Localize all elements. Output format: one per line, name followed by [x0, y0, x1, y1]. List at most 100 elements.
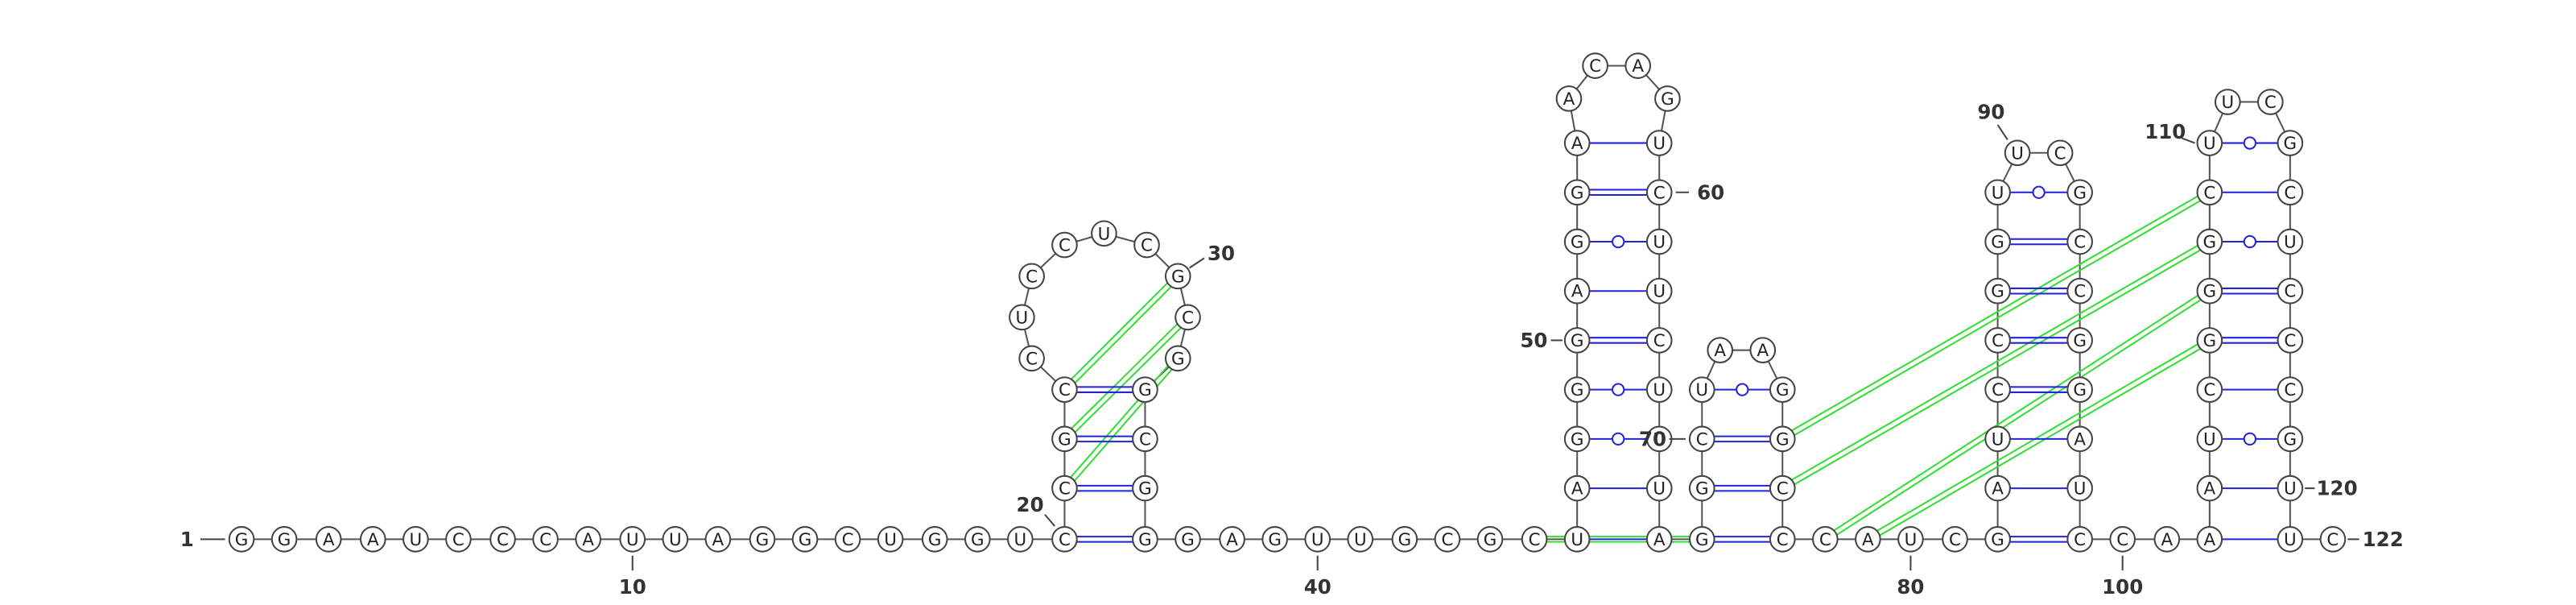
nucleotide	[1391, 526, 1418, 553]
nucleotide-letter: C	[1059, 236, 1071, 256]
nucleotide	[704, 526, 732, 553]
nucleotide-letter: G	[1661, 89, 1674, 110]
nucleotide-letter: A	[712, 530, 724, 550]
nucleotide	[1347, 526, 1374, 553]
nucleotide	[2319, 526, 2347, 553]
nucleotide-letter: C	[1653, 331, 1666, 351]
nucleotide-letter: C	[1653, 183, 1666, 203]
nucleotide	[2196, 526, 2223, 553]
nucleotide	[1645, 228, 1673, 255]
nucleotide-letter: U	[1014, 530, 1027, 550]
nucleotide-letter: G	[1776, 380, 1790, 400]
nucleotide	[2277, 327, 2304, 354]
nucleotide	[1645, 277, 1673, 305]
position-label: 50	[1520, 329, 1547, 352]
nucleotide	[1984, 228, 2011, 255]
nucleotide	[834, 526, 861, 553]
nucleotide-letter: C	[1139, 429, 1151, 450]
nucleotide	[877, 526, 904, 553]
nucleotide-letter: A	[1226, 530, 1238, 550]
pseudoknot-line	[1826, 292, 2212, 542]
nucleotide	[2277, 376, 2304, 403]
nucleotide-letter: A	[2204, 479, 2216, 499]
nucleotide-letter: A	[323, 530, 335, 550]
nucleotide	[1051, 526, 1078, 553]
nucleotide-letter: G	[2284, 429, 2297, 450]
nucleotide-letter: A	[367, 530, 379, 550]
nucleotide	[1563, 327, 1591, 354]
nucleotide-letter: U	[1653, 134, 1666, 154]
nucleotide	[270, 526, 298, 553]
nucleotide	[1304, 526, 1331, 553]
nucleotide	[1984, 327, 2011, 354]
nucleotide	[1645, 526, 1673, 553]
nucleotide	[2196, 277, 2223, 305]
nucleotide	[1688, 474, 1715, 502]
nucleotide-letter: G	[1268, 530, 1282, 550]
nucleotide-letter: C	[2074, 233, 2086, 253]
nucleotide-letter: U	[669, 530, 682, 550]
nucleotide	[1984, 526, 2011, 553]
nucleotide	[1219, 526, 1245, 553]
nucleotide-letter: U	[626, 530, 639, 550]
nucleotide-letter: U	[2221, 93, 2234, 113]
nucleotide-letter: G	[1398, 530, 1412, 550]
nucleotide-letter: G	[1484, 530, 1497, 550]
position-label: 100	[2102, 575, 2143, 599]
nucleotide	[1749, 337, 1777, 364]
nucleotide	[1132, 474, 1158, 502]
nucleotide	[1645, 179, 1673, 206]
nucleotide	[2277, 130, 2304, 156]
nucleotide	[1563, 179, 1591, 206]
nucleotide	[1018, 345, 1045, 372]
nucleotide-letter: C	[1141, 236, 1153, 256]
position-label: 122	[2363, 528, 2404, 551]
nucleotide	[1769, 425, 1796, 453]
nucleotide	[1942, 526, 1968, 553]
nucleotide	[1009, 304, 1035, 331]
nucleotide-letter: A	[1757, 341, 1769, 361]
nucleotide-letter: C	[1992, 331, 2004, 351]
nucleotide-letter: C	[2074, 530, 2086, 550]
nucleotide	[2257, 89, 2284, 115]
nucleotide	[1555, 85, 1583, 112]
position-label: 80	[1897, 575, 1924, 599]
pseudoknot-line	[1062, 273, 1177, 389]
nucleotide	[2277, 425, 2304, 453]
nucleotide-letter: C	[1777, 530, 1789, 550]
nucleotide-letter: C	[2264, 93, 2277, 113]
nucleotide-letter: U	[2203, 429, 2216, 450]
nucleotide-letter: C	[1777, 479, 1789, 499]
nucleotide-letter: C	[1059, 380, 1071, 400]
pseudoknot-line	[1783, 193, 2212, 442]
nucleotide	[921, 526, 948, 553]
nucleotide	[2277, 179, 2304, 206]
nucleotide	[1132, 425, 1158, 453]
nucleotide	[575, 526, 601, 553]
nucleotide	[2066, 376, 2093, 403]
nucleotide-letter: G	[2203, 331, 2217, 351]
nucleotide	[1984, 474, 2011, 502]
nucleotide-letter: C	[2116, 530, 2128, 550]
nucleotide	[1051, 474, 1078, 502]
position-tick	[1188, 257, 1205, 269]
nucleotide	[749, 526, 776, 553]
nucleotide-letter: U	[2011, 143, 2024, 164]
nucleotide	[2196, 474, 2223, 502]
nucleotide-letter: C	[2284, 331, 2296, 351]
nucleotide-letter: C	[1182, 308, 1194, 328]
nucleotide	[532, 526, 559, 553]
nucleotide	[1563, 376, 1591, 403]
nucleotide	[1521, 526, 1548, 553]
pseudoknot-line	[1781, 189, 2209, 437]
nucleotide-letter: G	[756, 530, 770, 550]
nucleotide-letter: C	[1026, 349, 1038, 369]
nucleotide-letter: A	[2161, 530, 2173, 550]
nucleotide	[2196, 376, 2223, 403]
nucleotide-letter: C	[2203, 380, 2215, 400]
nucleotide	[1984, 376, 2011, 403]
nucleotide	[2066, 179, 2093, 206]
nucleotide	[1624, 52, 1652, 79]
nucleotide	[2004, 139, 2031, 167]
